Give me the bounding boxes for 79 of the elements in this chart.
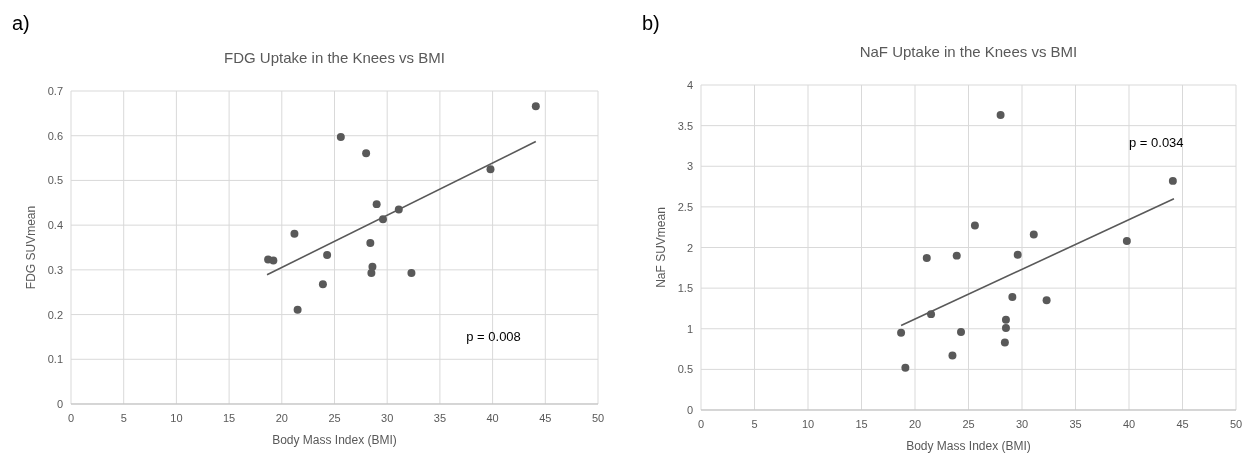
x-tick-label: 10 xyxy=(801,418,815,430)
point xyxy=(323,251,332,260)
x-tick-label: 15 xyxy=(855,418,868,430)
point xyxy=(1001,315,1010,324)
point xyxy=(318,280,327,289)
y-tick-label: 2 xyxy=(686,241,693,254)
x-tick-label: 15 xyxy=(222,412,236,424)
x-tick-label: 30 xyxy=(381,412,394,424)
point xyxy=(1000,338,1009,347)
chart-title: NaF Uptake in the Knees vs BMI xyxy=(859,43,1078,60)
x-tick-label: 45 xyxy=(539,412,552,424)
y-tick-label: 1.5 xyxy=(677,282,693,295)
y-tick-label: 0.1 xyxy=(47,353,63,366)
y-tick-label: 0.3 xyxy=(47,263,63,276)
point xyxy=(1013,250,1022,259)
y-tick-label: 0.5 xyxy=(677,363,693,376)
point xyxy=(366,239,375,248)
x-tick-label: 0 xyxy=(697,418,705,430)
point xyxy=(486,165,495,174)
point xyxy=(996,111,1005,120)
y-tick-label: 1 xyxy=(686,322,693,335)
x-tick-label: 50 xyxy=(591,412,605,424)
point xyxy=(901,363,910,372)
y-axis-title: FDG SUVmean xyxy=(24,205,38,290)
y-tick-label: 2.5 xyxy=(677,200,693,213)
y-tick-label: 0.5 xyxy=(47,174,63,187)
text: a) xyxy=(12,12,30,34)
x-axis-title: Body Mass Index (BMI) xyxy=(272,433,397,447)
point xyxy=(1168,176,1177,185)
x-tick-label: 5 xyxy=(751,418,758,430)
point xyxy=(1042,296,1051,305)
x-tick-label: 40 xyxy=(486,412,499,424)
point xyxy=(897,328,906,337)
x-tick-label: 50 xyxy=(1229,418,1243,430)
y-tick-label: 0.7 xyxy=(47,85,63,97)
point xyxy=(372,200,381,209)
y-tick-label: 3 xyxy=(686,160,693,173)
annotation: p = 0.008 xyxy=(466,329,521,345)
x-tick-label: 40 xyxy=(1122,418,1136,430)
point xyxy=(1001,323,1010,332)
point xyxy=(1029,230,1038,239)
x-tick-label: 30 xyxy=(1015,418,1029,430)
annotation: p = 0.034 xyxy=(1129,134,1184,150)
point xyxy=(948,351,957,360)
x-tick-label: 25 xyxy=(962,418,975,430)
y-tick-label: 0.2 xyxy=(47,308,63,321)
x-tick-label: 20 xyxy=(908,418,922,430)
x-tick-label: 45 xyxy=(1176,418,1189,430)
point xyxy=(336,133,345,142)
x-tick-label: 35 xyxy=(1069,418,1082,430)
x-tick-label: 20 xyxy=(275,412,288,424)
point xyxy=(957,328,965,336)
y-tick-label: 0 xyxy=(56,398,63,410)
y-axis-title: NaF SUVmean xyxy=(654,207,668,288)
x-tick-label: 35 xyxy=(433,412,447,424)
point xyxy=(970,221,979,230)
y-tick-label: 0.4 xyxy=(47,219,63,232)
x-tick-label: 10 xyxy=(170,412,183,424)
point xyxy=(293,305,302,314)
point xyxy=(368,262,377,271)
point xyxy=(1122,237,1131,245)
x-tick-label: 0 xyxy=(67,412,75,424)
y-tick-label: 4 xyxy=(686,79,693,91)
text: b) xyxy=(642,12,660,34)
chart-title: FDG Uptake in the Knees vs BMI xyxy=(224,49,445,66)
point xyxy=(362,149,371,158)
y-tick-label: 0 xyxy=(686,404,693,416)
point xyxy=(290,229,299,238)
x-axis-title: Body Mass Index (BMI) xyxy=(906,439,1031,453)
x-tick-label: 5 xyxy=(120,412,127,424)
x-tick-label: 25 xyxy=(328,412,341,424)
point xyxy=(269,256,278,265)
point xyxy=(1008,293,1017,302)
y-tick-label: 0.6 xyxy=(47,129,63,142)
y-tick-label: 3.5 xyxy=(677,119,693,132)
point xyxy=(407,269,416,277)
point xyxy=(531,102,540,111)
point xyxy=(922,254,931,263)
point xyxy=(952,251,961,260)
